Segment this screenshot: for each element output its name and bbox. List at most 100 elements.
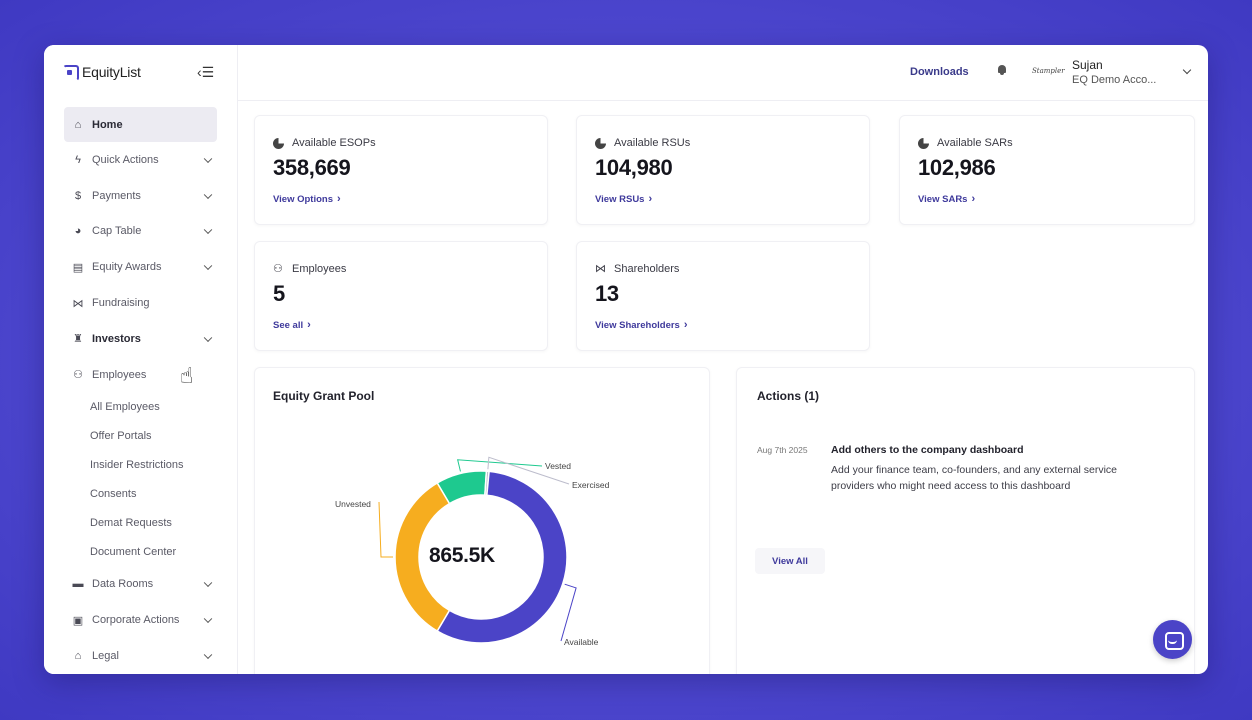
action-title[interactable]: Add others to the company dashboard bbox=[831, 444, 1024, 456]
view-rsus-link[interactable]: View RSUs bbox=[595, 193, 652, 205]
leader-line-exercised bbox=[487, 456, 570, 485]
legend-label-exercised: Exercised bbox=[572, 480, 610, 490]
view-options-link[interactable]: View Options bbox=[273, 193, 341, 205]
hand-cursor-icon: ☝ bbox=[180, 363, 194, 388]
folder-icon: ▬ bbox=[72, 578, 84, 591]
home-icon: ⌂ bbox=[74, 118, 82, 131]
sidebar-item-cap-table[interactable]: ◕ Cap Table bbox=[64, 214, 217, 250]
stat-title: Shareholders bbox=[614, 263, 680, 275]
see-all-employees-link[interactable]: See all bbox=[273, 319, 311, 331]
stat-title: Available RSUs bbox=[614, 137, 691, 149]
stat-value: 5 bbox=[273, 281, 285, 306]
equity-grant-pool-panel: Equity Grant Pool 865.5K Vested Exercise… bbox=[254, 367, 710, 674]
chevron-down-icon[interactable] bbox=[1182, 65, 1192, 75]
sidebar-item-payments[interactable]: $ Payments bbox=[64, 178, 217, 214]
legend-label-available: Available bbox=[564, 637, 599, 647]
sidebar-item-employees[interactable]: ⚇ Employees bbox=[64, 357, 217, 393]
legend-label-unvested: Unvested bbox=[335, 499, 371, 509]
chevron-down-icon bbox=[203, 614, 213, 624]
sidebar-item-label: Legal bbox=[92, 650, 119, 663]
view-sars-link[interactable]: View SARs bbox=[918, 193, 975, 205]
stat-value: 104,980 bbox=[595, 155, 673, 180]
stat-value: 13 bbox=[595, 281, 619, 306]
leader-line-available bbox=[560, 583, 577, 642]
sidebar-item-equity-awards[interactable]: ▤ Equity Awards bbox=[64, 249, 217, 285]
sidebar-item-label: Equity Awards bbox=[92, 261, 162, 274]
sidebar-nav: ⌂ Home ϟ Quick Actions $ Payments ◕ Cap … bbox=[64, 107, 217, 674]
document-icon: ▤ bbox=[72, 261, 84, 274]
downloads-link[interactable]: Downloads bbox=[910, 66, 969, 78]
leader-line-vested bbox=[457, 459, 543, 472]
stat-title: Available SARs bbox=[937, 137, 1013, 149]
stat-title: Available ESOPs bbox=[292, 137, 376, 149]
stat-card-employees: ⚇ Employees 5 See all bbox=[254, 241, 548, 351]
sidebar-item-label: Fundraising bbox=[92, 297, 150, 310]
sidebar-item-fundraising[interactable]: ⋈ Fundraising bbox=[64, 285, 217, 321]
user-org[interactable]: EQ Demo Acco... bbox=[1072, 74, 1157, 86]
chevron-down-icon bbox=[203, 226, 213, 235]
sidebar-subitem-offer-portals[interactable]: Offer Portals bbox=[90, 430, 152, 443]
stat-card-shareholders: ⋈ Shareholders 13 View Shareholders bbox=[576, 241, 870, 351]
sidebar-subitem-consents[interactable]: Consents bbox=[90, 488, 137, 501]
sidebar-item-label: Data Rooms bbox=[92, 578, 154, 591]
people-icon: ⚇ bbox=[273, 262, 283, 275]
view-shareholders-link[interactable]: View Shareholders bbox=[595, 319, 688, 331]
sidebar-item-legal[interactable]: ⌂ Legal bbox=[64, 638, 217, 674]
stat-card-sars: Available SARs 102,986 View SARs bbox=[899, 115, 1195, 225]
handshake-icon: ⋈ bbox=[595, 262, 606, 275]
stat-value: 358,669 bbox=[273, 155, 351, 180]
handshake-icon: ⋈ bbox=[72, 297, 84, 310]
chevron-down-icon bbox=[203, 261, 213, 271]
pie-chart-icon bbox=[273, 137, 284, 149]
pie-chart-icon: ◕ bbox=[74, 225, 82, 238]
sidebar-item-investors[interactable]: ♜ Investors bbox=[64, 321, 217, 357]
equitylist-logo-icon bbox=[62, 64, 79, 81]
sidebar-item-quick-actions[interactable]: ϟ Quick Actions bbox=[64, 142, 217, 178]
sidebar-subitem-document-center[interactable]: Document Center bbox=[90, 546, 177, 559]
action-date: Aug 7th 2025 bbox=[757, 445, 808, 455]
org-logo: Stampler bbox=[1032, 67, 1065, 75]
chevron-down-icon bbox=[203, 579, 213, 588]
chat-support-icon[interactable] bbox=[1153, 620, 1192, 659]
chevron-down-icon bbox=[203, 650, 213, 660]
panel-title: Actions (1) bbox=[757, 389, 820, 403]
donut-chart: 865.5K Vested Exercised Unvested Availab… bbox=[255, 368, 711, 674]
sidebar-subitem-all-employees[interactable]: All Employees bbox=[90, 401, 160, 414]
actions-panel: Actions (1) Aug 7th 2025 Add others to t… bbox=[736, 367, 1195, 674]
collapse-sidebar-icon[interactable]: ‹☰ bbox=[197, 64, 215, 80]
people-icon: ⚇ bbox=[73, 369, 83, 382]
sidebar-item-label: Cap Table bbox=[92, 225, 142, 238]
chevron-down-icon bbox=[203, 333, 213, 342]
sidebar-item-corporate-actions[interactable]: ▣ Corporate Actions bbox=[64, 602, 217, 638]
chevron-down-icon bbox=[203, 154, 213, 163]
stat-value: 102,986 bbox=[918, 155, 996, 180]
top-bar: Downloads Stampler Sujan EQ Demo Acco... bbox=[238, 45, 1208, 101]
user-name[interactable]: Sujan bbox=[1072, 58, 1103, 72]
bank-icon: ⌂ bbox=[74, 650, 82, 663]
sidebar-item-home[interactable]: ⌂ Home bbox=[64, 107, 217, 142]
app-window: EquityList ‹☰ ⌂ Home ϟ Quick Actions $ P… bbox=[44, 45, 1208, 674]
investor-icon: ♜ bbox=[73, 333, 83, 346]
brand[interactable]: EquityList bbox=[62, 64, 141, 81]
sidebar-item-label: Quick Actions bbox=[92, 153, 159, 166]
bell-icon[interactable] bbox=[997, 64, 1007, 76]
sidebar-subitem-demat-requests[interactable]: Demat Requests bbox=[90, 517, 172, 530]
donut-center-label: 865.5K bbox=[429, 544, 495, 567]
brand-name: EquityList bbox=[82, 64, 141, 80]
sidebar-item-data-rooms[interactable]: ▬ Data Rooms bbox=[64, 567, 217, 603]
donut-chart-svg bbox=[378, 456, 577, 644]
donut-slice-unvested[interactable] bbox=[394, 481, 451, 633]
leader-line-unvested bbox=[378, 501, 393, 558]
donut-slice-available[interactable] bbox=[436, 470, 568, 644]
sidebar-item-label: Corporate Actions bbox=[92, 614, 180, 627]
view-all-button[interactable]: View All bbox=[755, 548, 825, 574]
pie-chart-icon bbox=[595, 137, 606, 149]
legend-label-vested: Vested bbox=[545, 461, 571, 471]
sidebar-item-label: Investors bbox=[92, 332, 141, 345]
sidebar-subitem-insider-restrictions[interactable]: Insider Restrictions bbox=[90, 459, 184, 472]
lightning-icon: ϟ bbox=[75, 153, 81, 166]
action-description: Add your finance team, co-founders, and … bbox=[831, 464, 1117, 492]
sidebar-item-label: Employees bbox=[92, 368, 147, 381]
stat-title: Employees bbox=[292, 263, 347, 275]
sidebar: EquityList ‹☰ ⌂ Home ϟ Quick Actions $ P… bbox=[44, 45, 238, 674]
